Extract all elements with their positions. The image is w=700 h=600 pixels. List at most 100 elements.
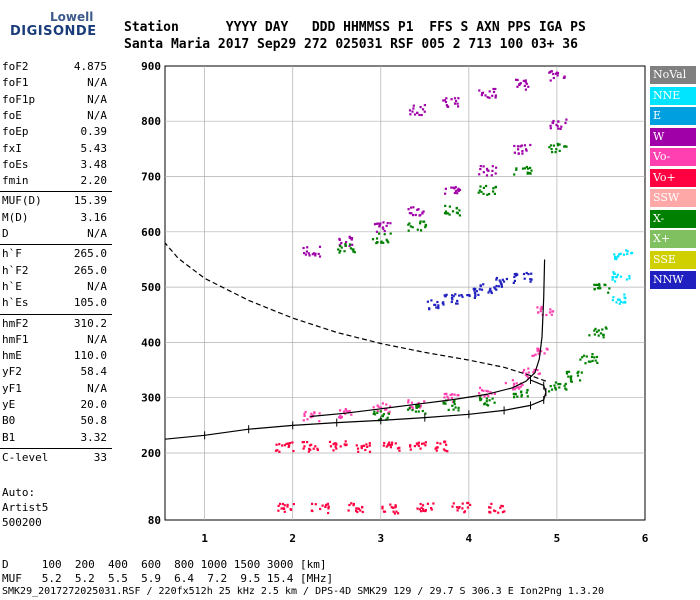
echo-point [567,375,570,378]
echo-point [560,125,563,128]
legend-item: E [650,107,696,125]
echo-point [376,409,379,412]
echo-point [376,404,379,407]
echo-point [556,144,560,147]
echo-point [584,362,587,365]
echo-point [302,441,306,444]
echo-point [482,171,485,174]
echo-point [418,113,421,117]
logo-line1: Lowell [50,10,94,24]
param-row: MUF(D) 15.39 [2,194,107,210]
echo-point [311,253,314,256]
echo-point [461,502,464,505]
echo-point [348,409,351,413]
echo-point [522,272,526,276]
echo-point [513,144,516,148]
echo-point [310,412,313,415]
echo-point [626,252,629,256]
echo-point [554,386,557,389]
echo-point [549,127,552,130]
echo-point [385,408,388,411]
echo-point [475,290,478,293]
echo-point [550,148,553,151]
echo-point [483,395,486,398]
echo-point [591,353,594,356]
echo-point [598,284,601,287]
echo-point [385,445,388,448]
echo-point [424,510,427,513]
echo-point [432,502,435,505]
echo-point [556,72,560,75]
echo-point [416,111,419,114]
echo-point [593,283,596,286]
echo-point [373,223,377,226]
param-name: hmF2 [2,316,29,330]
echo-point [375,237,379,240]
echo-point [355,509,358,512]
echo-point [520,393,523,396]
echo-point [500,504,503,507]
echo-point [526,172,529,175]
echo-point [492,187,495,190]
echo-point [349,243,352,246]
echo-point [385,238,388,241]
y-tick-label: 400 [141,336,161,349]
echo-point [340,415,343,419]
echo-point [605,327,608,330]
echo-point [500,285,503,288]
echo-point [407,208,410,211]
echo-point [492,509,496,512]
echo-point [352,504,355,507]
echo-point [490,290,493,293]
echo-point [386,240,389,243]
echo-point [597,334,600,337]
echo-point [602,333,605,336]
echo-point [419,447,422,450]
echo-point [355,444,358,447]
echo-point [530,278,533,281]
echo-point [430,299,433,302]
echo-point [597,329,600,332]
param-name: yF2 [2,365,22,379]
echo-point [408,222,411,225]
footer-distance-row: D 100 200 400 600 800 1000 1500 3000 [km… [2,558,327,571]
echo-point [505,277,508,281]
echo-point [481,92,484,95]
param-row: M(D) 3.16 [2,211,107,227]
echo-point [283,444,286,447]
echo-point [618,302,621,305]
echo-point [551,121,554,124]
footer-muf-row: MUF 5.2 5.2 5.5 5.9 6.4 7.2 9.5 15.4 [MH… [2,572,334,585]
echo-point [339,244,342,248]
echo-point [490,291,493,295]
echo-point [615,258,618,261]
auto-label: Auto: [2,486,36,499]
echo-point [349,247,352,250]
echo-point [422,220,425,223]
echo-point [513,173,516,176]
echo-point [482,389,485,392]
echo-point [456,509,459,512]
param-value: 4.875 [73,60,107,73]
echo-point [344,244,347,247]
echo-point [451,294,454,297]
param-name: MUF(D) [2,194,42,208]
echo-point [409,113,412,116]
echo-point [478,288,481,291]
echo-point [436,300,439,304]
echo-point [292,503,295,506]
echo-point [447,408,450,411]
echo-point [423,104,426,107]
echo-point [614,280,617,283]
echo-point [307,252,310,255]
echo-point [418,508,421,511]
echo-point [497,285,500,288]
echo-point [353,251,356,254]
echo-point [379,406,383,409]
param-value: 3.32 [80,430,108,444]
echo-point [549,79,552,82]
x-tick-label: 1 [201,532,208,545]
echo-point [345,241,348,244]
echo-point [494,510,497,513]
echo-point [361,510,364,514]
